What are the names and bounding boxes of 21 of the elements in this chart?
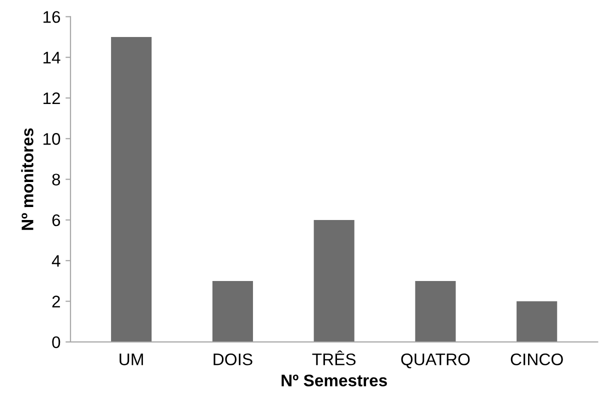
bar xyxy=(314,220,354,342)
x-tick-label: UM xyxy=(120,354,143,366)
x-tick-label: TRÊS xyxy=(312,350,356,366)
y-tick-label: 6 xyxy=(52,214,60,226)
y-tick-label: 12 xyxy=(44,92,60,104)
y-tick-label: 4 xyxy=(52,255,60,267)
x-axis-title: Nº Semestres xyxy=(282,374,387,386)
bar xyxy=(516,301,558,342)
bar xyxy=(415,280,456,342)
bar xyxy=(212,280,253,342)
y-tick-label: 10 xyxy=(44,133,60,145)
x-tick-label: CINCO xyxy=(510,353,563,366)
y-tick-label: 2 xyxy=(52,296,60,308)
y-tick-label: 0 xyxy=(52,336,60,348)
x-tick-label: QUATRO xyxy=(401,353,470,368)
bar xyxy=(111,37,152,342)
y-tick-label: 14 xyxy=(44,52,60,64)
y-tick-label: 8 xyxy=(52,174,60,186)
y-axis-title: Nº monitores xyxy=(21,128,34,230)
x-tick-label: DOIS xyxy=(214,353,252,366)
y-tick-label: 16 xyxy=(44,11,60,23)
